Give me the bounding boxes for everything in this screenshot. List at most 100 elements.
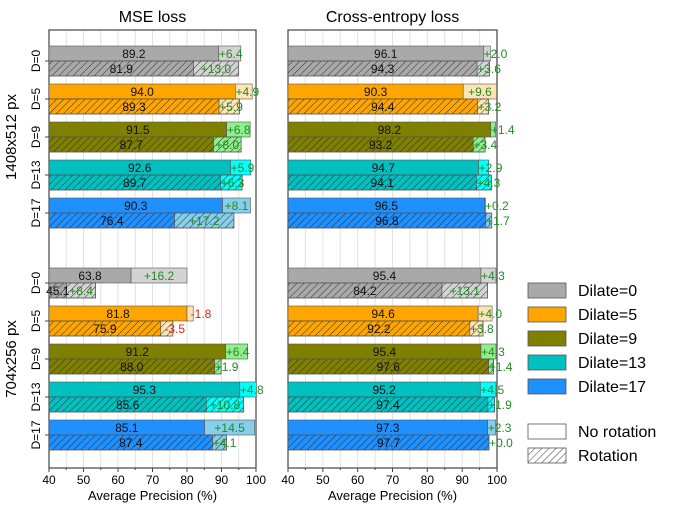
hatch-overlay bbox=[287, 282, 488, 299]
bar-delta-label: +4.9 bbox=[235, 85, 259, 99]
bar-delta-label: +3.8 bbox=[470, 322, 494, 336]
hatch-overlay bbox=[287, 320, 484, 337]
hatch-overlay bbox=[287, 136, 486, 153]
legend-label: Dilate=5 bbox=[578, 307, 637, 324]
y-tick-label: D=17 bbox=[29, 420, 43, 449]
bar-value-label: 81.8 bbox=[106, 307, 130, 321]
x-tick-label: 60 bbox=[111, 473, 125, 487]
bar-delta-label: +2.9 bbox=[479, 161, 503, 175]
bar-delta-label: +2.0 bbox=[484, 47, 508, 61]
y-tick-label: D=13 bbox=[29, 382, 43, 411]
bar-value-label: 91.5 bbox=[126, 123, 150, 137]
bar-delta-label: +6.3 bbox=[221, 176, 245, 190]
hatch-overlay bbox=[48, 358, 222, 375]
bar-delta-label: +0.2 bbox=[485, 199, 509, 213]
bar-delta-no-rotation bbox=[490, 121, 496, 138]
bar-value-label: 63.8 bbox=[78, 269, 102, 283]
bar-value-label: 93.2 bbox=[369, 138, 393, 152]
bar-delta-label: +8.1 bbox=[225, 199, 249, 213]
bar-delta-label: +4.5 bbox=[480, 383, 504, 397]
bar-value-label: 97.6 bbox=[377, 360, 401, 374]
bar-value-label: 90.3 bbox=[364, 85, 388, 99]
hatch-overlay bbox=[48, 320, 174, 337]
bar-value-label: 94.3 bbox=[371, 62, 395, 76]
x-axis-label: Average Precision (%) bbox=[328, 488, 457, 503]
bar-value-label: 87.7 bbox=[120, 138, 144, 152]
bar-delta-label: +0.0 bbox=[489, 436, 513, 450]
legend-swatch bbox=[527, 330, 567, 347]
bar-delta-no-rotation bbox=[477, 305, 493, 322]
bar-value-label: 97.3 bbox=[376, 421, 400, 435]
y-tick-label: D=5 bbox=[29, 310, 43, 333]
legend-swatch bbox=[527, 282, 567, 299]
bar-delta-label: +1.4 bbox=[491, 123, 515, 137]
bar-delta-label: +1.9 bbox=[215, 360, 239, 374]
bar-value-label: 75.9 bbox=[93, 322, 117, 336]
hatch-overlay bbox=[287, 396, 495, 413]
bar-value-label: 88.0 bbox=[120, 360, 144, 374]
bar-delta-label: +5.9 bbox=[231, 161, 255, 175]
bar-delta-no-rotation bbox=[235, 83, 253, 100]
bar-delta-label: +8.0 bbox=[216, 138, 240, 152]
y-tick-label: D=0 bbox=[29, 272, 43, 295]
bar-value-label: 94.1 bbox=[371, 176, 395, 190]
bar-value-label: 96.5 bbox=[375, 199, 399, 213]
bar-delta-label: +4.0 bbox=[478, 307, 502, 321]
bar-delta-label: +17.2 bbox=[189, 214, 220, 228]
legend-label: Rotation bbox=[578, 448, 638, 465]
bar-delta-label: +14.5 bbox=[214, 421, 245, 435]
bar-value-label: 89.2 bbox=[122, 47, 146, 61]
bar-value-label: 91.2 bbox=[126, 345, 150, 359]
legend-label: Dilate=17 bbox=[578, 379, 646, 396]
x-tick-label: 70 bbox=[386, 473, 400, 487]
x-tick-label: 50 bbox=[77, 473, 91, 487]
bar-delta-label: +1.9 bbox=[488, 398, 512, 412]
bar-delta-label: +4.3 bbox=[481, 345, 505, 359]
x-tick-label: 80 bbox=[180, 473, 194, 487]
bar-value-label: 85.1 bbox=[115, 421, 139, 435]
bar-value-label: 96.8 bbox=[375, 214, 399, 228]
bar-delta-label: +4.1 bbox=[213, 436, 237, 450]
bar-delta-label: +6.4 bbox=[226, 345, 250, 359]
y-tick-label: D=17 bbox=[29, 198, 43, 227]
bar-value-label: 94.6 bbox=[371, 307, 395, 321]
bar-delta-label: +1.7 bbox=[486, 214, 510, 228]
bar-delta-label: +6.4 bbox=[219, 47, 243, 61]
bar-delta-label: +13.0 bbox=[201, 62, 232, 76]
bar-value-label: 45.1 bbox=[46, 284, 70, 298]
legend-label: No rotation bbox=[578, 424, 656, 441]
bar-value-label: 89.7 bbox=[123, 176, 147, 190]
bar-delta-no-rotation bbox=[487, 419, 496, 436]
bar-delta-label: +2.3 bbox=[488, 421, 512, 435]
bar-delta-no-rotation bbox=[225, 343, 249, 360]
hatch-overlay bbox=[48, 60, 239, 77]
bar-delta-label: +10.8 bbox=[210, 398, 241, 412]
hatch-overlay bbox=[48, 396, 244, 413]
x-tick-label: 50 bbox=[316, 473, 330, 487]
bar-delta-no-rotation bbox=[186, 305, 194, 322]
bar-value-label: 95.4 bbox=[373, 269, 397, 283]
bar-value-label: 84.2 bbox=[353, 284, 377, 298]
bar-delta-label: +4.8 bbox=[240, 383, 264, 397]
bar-value-label: 94.4 bbox=[371, 100, 395, 114]
bar-delta-label: +6.8 bbox=[227, 123, 251, 137]
x-tick-label: 40 bbox=[281, 473, 295, 487]
bar-delta-no-rotation bbox=[130, 267, 188, 284]
hatch-overlay bbox=[287, 358, 494, 375]
x-tick-label: 100 bbox=[246, 473, 266, 487]
legend-swatch bbox=[527, 378, 567, 395]
x-axis-label: Average Precision (%) bbox=[88, 488, 217, 503]
bar-delta-label: +13.1 bbox=[450, 284, 481, 298]
hatch-overlay bbox=[287, 212, 493, 229]
bar-value-label: 96.1 bbox=[374, 47, 398, 61]
y-tick-label: D=9 bbox=[29, 126, 43, 149]
y-tick-label: D=13 bbox=[29, 160, 43, 189]
legend-label: Dilate=13 bbox=[578, 355, 646, 372]
bar-delta-label: -3.5 bbox=[164, 322, 185, 336]
group-label: 1408x512 px bbox=[3, 94, 20, 180]
bar-delta-no-rotation bbox=[239, 381, 257, 398]
bar-value-label: 95.4 bbox=[373, 345, 397, 359]
group-label: 704x256 px bbox=[3, 320, 20, 398]
x-tick-label: 90 bbox=[455, 473, 469, 487]
bar-value-label: 76.4 bbox=[100, 214, 124, 228]
